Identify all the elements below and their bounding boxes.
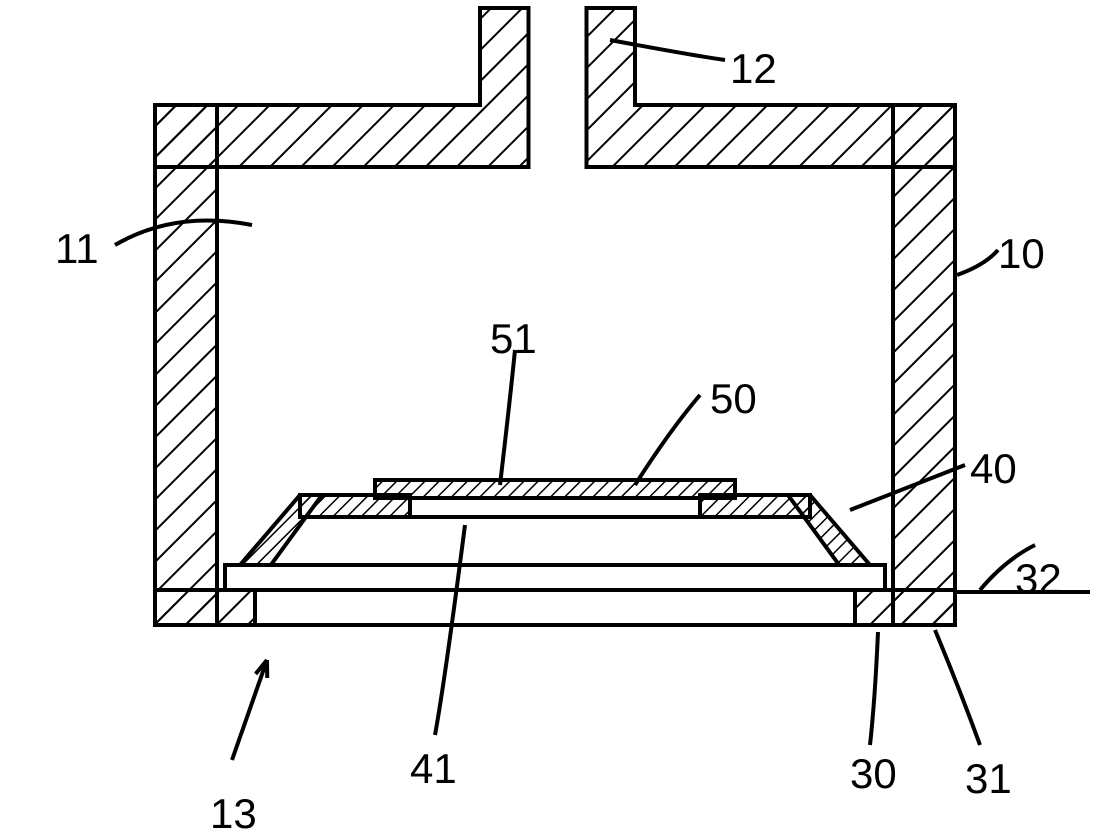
label-40: 40 [970, 445, 1017, 493]
susceptor [240, 495, 870, 565]
label-32: 32 [1015, 555, 1062, 603]
label-11: 11 [55, 225, 99, 273]
label-50: 50 [710, 375, 757, 423]
label-13: 13 [210, 790, 257, 838]
label-12: 12 [730, 45, 777, 93]
label-31: 31 [965, 755, 1012, 803]
base-plate [155, 590, 955, 625]
wafer [375, 480, 735, 498]
label-10: 10 [998, 230, 1045, 278]
label-30: 30 [850, 750, 897, 798]
heater-plate [225, 565, 885, 590]
label-41: 41 [410, 745, 457, 793]
cross-section-diagram [0, 0, 1100, 835]
label-51: 51 [490, 315, 537, 363]
